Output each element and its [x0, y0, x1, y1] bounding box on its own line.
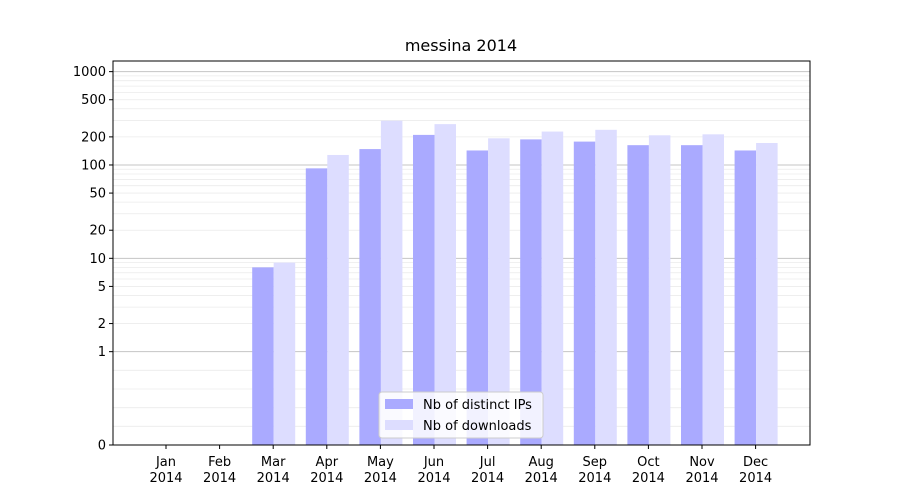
y-tick-label: 500 — [81, 93, 106, 108]
legend-frame — [378, 391, 544, 439]
y-tick-label: 200 — [81, 130, 106, 145]
bar-distinct-ips-dec — [734, 150, 757, 445]
x-tick-label-year: 2014 — [632, 471, 665, 486]
bar-downloads-aug — [541, 131, 564, 446]
x-tick-label-year: 2014 — [578, 471, 611, 486]
x-tick-label-year: 2014 — [417, 471, 450, 486]
legend-label: Nb of distinct IPs — [423, 398, 532, 413]
bar-distinct-ips-jul — [466, 150, 489, 445]
bar-downloads-nov — [702, 134, 724, 445]
x-tick-label-year: 2014 — [685, 471, 718, 486]
x-tick-label-year: 2014 — [203, 471, 236, 486]
bar-downloads-jul — [488, 138, 510, 446]
x-tick-label-month: Jan — [155, 455, 176, 470]
legend-swatch — [385, 420, 413, 430]
bars-layer — [252, 120, 778, 446]
plot-frame — [112, 60, 811, 446]
x-tick-label-month: Apr — [316, 455, 339, 470]
x-tick-label-year: 2014 — [310, 471, 343, 486]
bar-distinct-ips-sep — [573, 141, 596, 445]
x-tick-label-year: 2014 — [364, 471, 397, 486]
bar-distinct-ips-mar — [252, 267, 274, 445]
legend-swatch — [385, 399, 413, 409]
bar-downloads-mar — [273, 262, 296, 445]
bar-distinct-ips-may — [359, 149, 381, 445]
y-tick-label: 10 — [89, 252, 106, 267]
y-tick-label: 1 — [98, 345, 106, 360]
bar-distinct-ips-aug — [520, 139, 542, 445]
bar-downloads-sep — [595, 129, 617, 445]
x-tick-label-month: Nov — [689, 455, 715, 470]
x-tick-label-month: May — [367, 455, 394, 470]
y-axis: 0 1 2 5 10 20 50 100 200 500 1000 — [73, 65, 113, 454]
x-tick-label-month: Jul — [479, 455, 496, 470]
x-tick-label-month: Oct — [637, 455, 659, 470]
bar-distinct-ips-nov — [681, 145, 703, 445]
x-tick-label-year: 2014 — [257, 471, 290, 486]
bar-downloads-oct — [648, 135, 671, 445]
bar-downloads-jun — [434, 124, 456, 445]
x-tick-label-month: Sep — [583, 455, 608, 470]
y-tick-label: 1000 — [73, 65, 106, 80]
bar-distinct-ips-apr — [305, 168, 328, 445]
x-tick-label-month: Feb — [208, 455, 231, 470]
x-tick-label-year: 2014 — [471, 471, 504, 486]
y-tick-label: 50 — [89, 187, 106, 202]
x-tick-label-year: 2014 — [739, 471, 772, 486]
bar-downloads-apr — [327, 154, 349, 445]
y-tick-label: 20 — [89, 224, 106, 239]
y-tick-label: 100 — [81, 158, 106, 173]
y-tick-label: 5 — [98, 280, 106, 295]
x-tick-label-month: Aug — [529, 455, 554, 470]
chart-title: messina 2014 — [405, 36, 517, 55]
x-tick-label-year: 2014 — [149, 471, 182, 486]
x-tick-label-year: 2014 — [525, 471, 558, 486]
x-axis: Jan2014Feb2014Mar2014Apr2014May2014Jun20… — [149, 445, 772, 486]
x-tick-label-month: Mar — [261, 455, 286, 470]
bar-distinct-ips-jun — [413, 134, 435, 445]
legend-label: Nb of downloads — [423, 419, 532, 434]
bar-distinct-ips-oct — [627, 145, 649, 445]
x-tick-label-month: Dec — [743, 455, 768, 470]
y-tick-label: 0 — [98, 439, 106, 454]
bar-downloads-may — [380, 120, 403, 445]
bar-downloads-dec — [756, 142, 778, 445]
y-tick-label: 2 — [98, 317, 106, 332]
legend: Nb of distinct IPs Nb of downloads — [378, 391, 544, 439]
x-tick-label-month: Jun — [423, 455, 444, 470]
